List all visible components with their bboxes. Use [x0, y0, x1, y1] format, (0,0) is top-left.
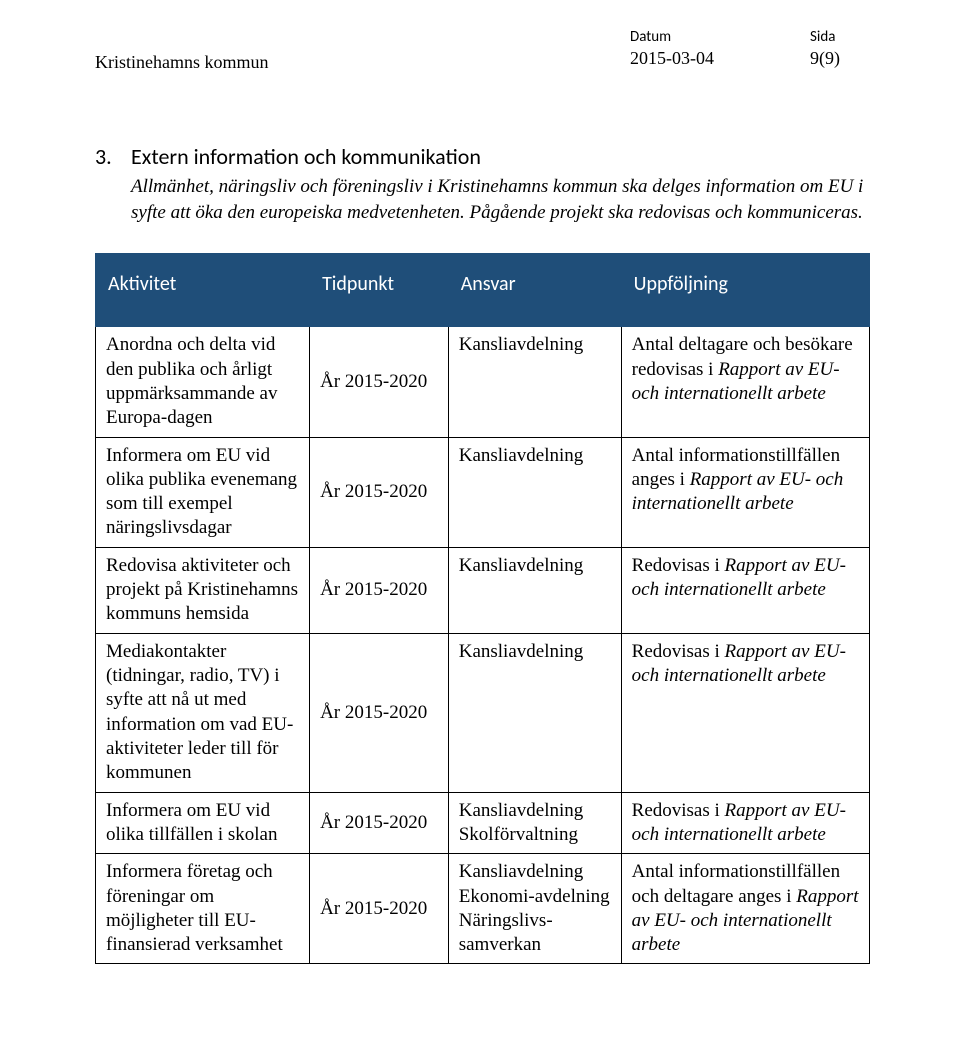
- page-header: Kristinehamns kommun Datum 2015-03-04 Si…: [95, 28, 870, 73]
- section-heading: 3.Extern information och kommunikation: [95, 143, 870, 170]
- cell-ansvar: Kansliavdelning Skolförvaltning: [448, 792, 621, 854]
- cell-aktivitet: Mediakontakter (tidningar, radio, TV) i …: [96, 633, 310, 792]
- uppf-pre: Redovisas i: [632, 641, 725, 662]
- table-row: Informera om EU vid olika publika evenem…: [96, 437, 870, 547]
- col-aktivitet: Aktivitet: [96, 254, 310, 327]
- header-page-block: Sida 9(9): [810, 28, 870, 73]
- table-row: Informera företag och föreningar om möjl…: [96, 854, 870, 964]
- cell-uppfoljning: Antal informationstillfällen anges i Rap…: [621, 437, 869, 547]
- cell-aktivitet: Informera företag och föreningar om möjl…: [96, 854, 310, 964]
- header-org: Kristinehamns kommun: [95, 28, 630, 73]
- cell-tidpunkt: År 2015-2020: [310, 854, 449, 964]
- header-org-name: Kristinehamns kommun: [95, 51, 630, 74]
- table-body: Anordna och delta vid den publika och år…: [96, 327, 870, 964]
- cell-tidpunkt: År 2015-2020: [310, 547, 449, 633]
- section-number: 3.: [95, 143, 131, 170]
- cell-tidpunkt: År 2015-2020: [310, 327, 449, 437]
- header-date-block: Datum 2015-03-04: [630, 28, 810, 73]
- cell-ansvar: Kansliavdelning: [448, 547, 621, 633]
- header-date-value: 2015-03-04: [630, 47, 810, 70]
- section-title: Extern information och kommunikation: [131, 143, 481, 170]
- uppf-pre: Redovisas i: [632, 800, 725, 821]
- uppf-pre: Redovisas i: [632, 555, 725, 576]
- cell-tidpunkt: År 2015-2020: [310, 633, 449, 792]
- table-row: Anordna och delta vid den publika och år…: [96, 327, 870, 437]
- header-page-value: 9(9): [810, 47, 870, 70]
- cell-uppfoljning: Antal informationstillfällen och deltaga…: [621, 854, 869, 964]
- table-row: Informera om EU vid olika tillfällen i s…: [96, 792, 870, 854]
- header-org-spacer: [95, 28, 630, 51]
- cell-aktivitet: Informera om EU vid olika tillfällen i s…: [96, 792, 310, 854]
- section-body: Allmänhet, näringsliv och föreningsliv i…: [131, 174, 870, 225]
- cell-uppfoljning: Redovisas i Rapport av EU- och internati…: [621, 633, 869, 792]
- cell-tidpunkt: År 2015-2020: [310, 792, 449, 854]
- table-row: Mediakontakter (tidningar, radio, TV) i …: [96, 633, 870, 792]
- cell-uppfoljning: Redovisas i Rapport av EU- och internati…: [621, 792, 869, 854]
- cell-ansvar: Kansliavdelning: [448, 327, 621, 437]
- cell-ansvar: Kansliavdelning Ekonomi-avdelning Näring…: [448, 854, 621, 964]
- col-uppfoljning: Uppföljning: [621, 254, 869, 327]
- document-page: Kristinehamns kommun Datum 2015-03-04 Si…: [0, 0, 960, 1049]
- cell-uppfoljning: Redovisas i Rapport av EU- och internati…: [621, 547, 869, 633]
- cell-tidpunkt: År 2015-2020: [310, 437, 449, 547]
- header-date-label: Datum: [630, 28, 810, 47]
- cell-aktivitet: Anordna och delta vid den publika och år…: [96, 327, 310, 437]
- table-row: Redovisa aktiviteter och projekt på Kris…: [96, 547, 870, 633]
- cell-ansvar: Kansliavdelning: [448, 437, 621, 547]
- col-ansvar: Ansvar: [448, 254, 621, 327]
- col-tidpunkt: Tidpunkt: [310, 254, 449, 327]
- cell-aktivitet: Redovisa aktiviteter och projekt på Kris…: [96, 547, 310, 633]
- cell-aktivitet: Informera om EU vid olika publika evenem…: [96, 437, 310, 547]
- table-header-row: Aktivitet Tidpunkt Ansvar Uppföljning: [96, 254, 870, 327]
- table-head: Aktivitet Tidpunkt Ansvar Uppföljning: [96, 254, 870, 327]
- cell-ansvar: Kansliavdelning: [448, 633, 621, 792]
- cell-uppfoljning: Antal deltagare och besökare redovisas i…: [621, 327, 869, 437]
- header-page-label: Sida: [810, 28, 870, 47]
- activity-table: Aktivitet Tidpunkt Ansvar Uppföljning An…: [95, 253, 870, 964]
